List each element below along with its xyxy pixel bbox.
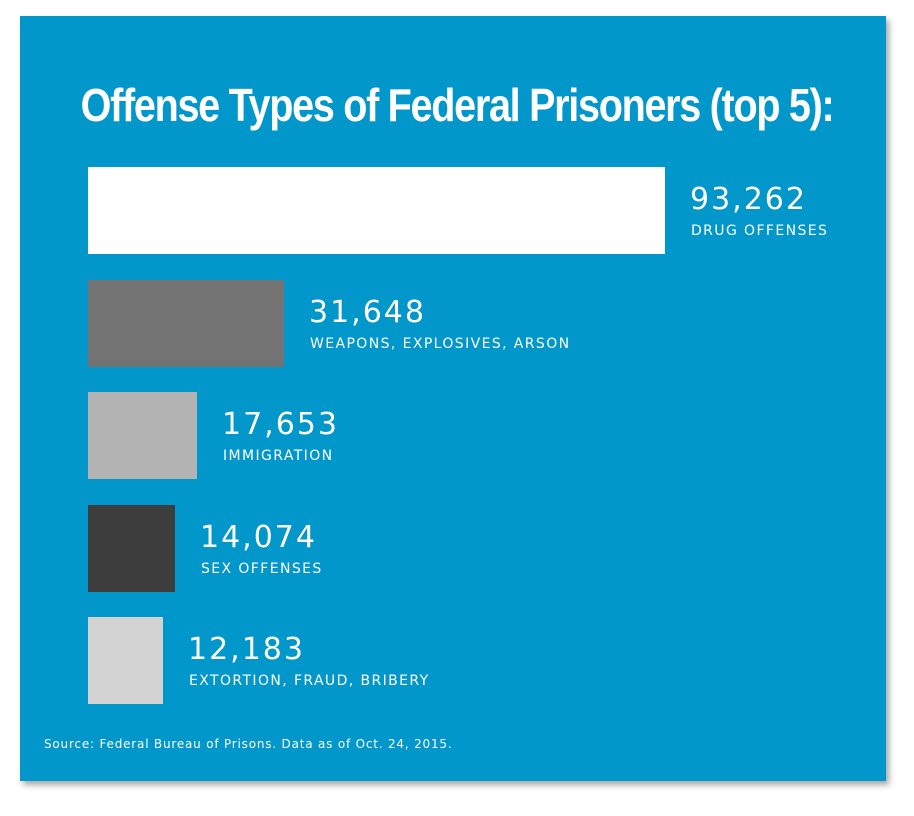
chart-title: Offense Types of Federal Prisoners (top … bbox=[80, 79, 835, 131]
bar-value-label: 17,653 bbox=[222, 407, 339, 442]
bar-5 bbox=[88, 617, 163, 704]
bar-value-label: 14,074 bbox=[200, 520, 317, 555]
bar-value-label: 31,648 bbox=[309, 295, 426, 330]
bar-category-label: IMMIGRATION bbox=[223, 448, 334, 464]
bar-3 bbox=[88, 392, 197, 479]
bar-category-label: DRUG OFFENSES bbox=[691, 223, 829, 239]
bar-category-label: SEX OFFENSES bbox=[201, 561, 323, 577]
bar-chart: 93,262 DRUG OFFENSES 31,648 WEAPONS, EXPLOS… bbox=[20, 16, 886, 781]
source-note: Source: Federal Bureau of Prisons. Data … bbox=[44, 737, 453, 751]
bar-2 bbox=[88, 280, 284, 367]
bar-category-label: WEAPONS, EXPLOSIVES, ARSON bbox=[310, 336, 571, 352]
bar-value-label: 12,183 bbox=[188, 632, 305, 667]
bar-1 bbox=[88, 167, 665, 254]
bar-4 bbox=[88, 505, 175, 592]
bar-value-label: 93,262 bbox=[690, 182, 807, 217]
bar-category-label: EXTORTION, FRAUD, BRIBERY bbox=[189, 673, 430, 689]
infographic-panel: Offense Types of Federal Prisoners (top … bbox=[20, 16, 886, 781]
